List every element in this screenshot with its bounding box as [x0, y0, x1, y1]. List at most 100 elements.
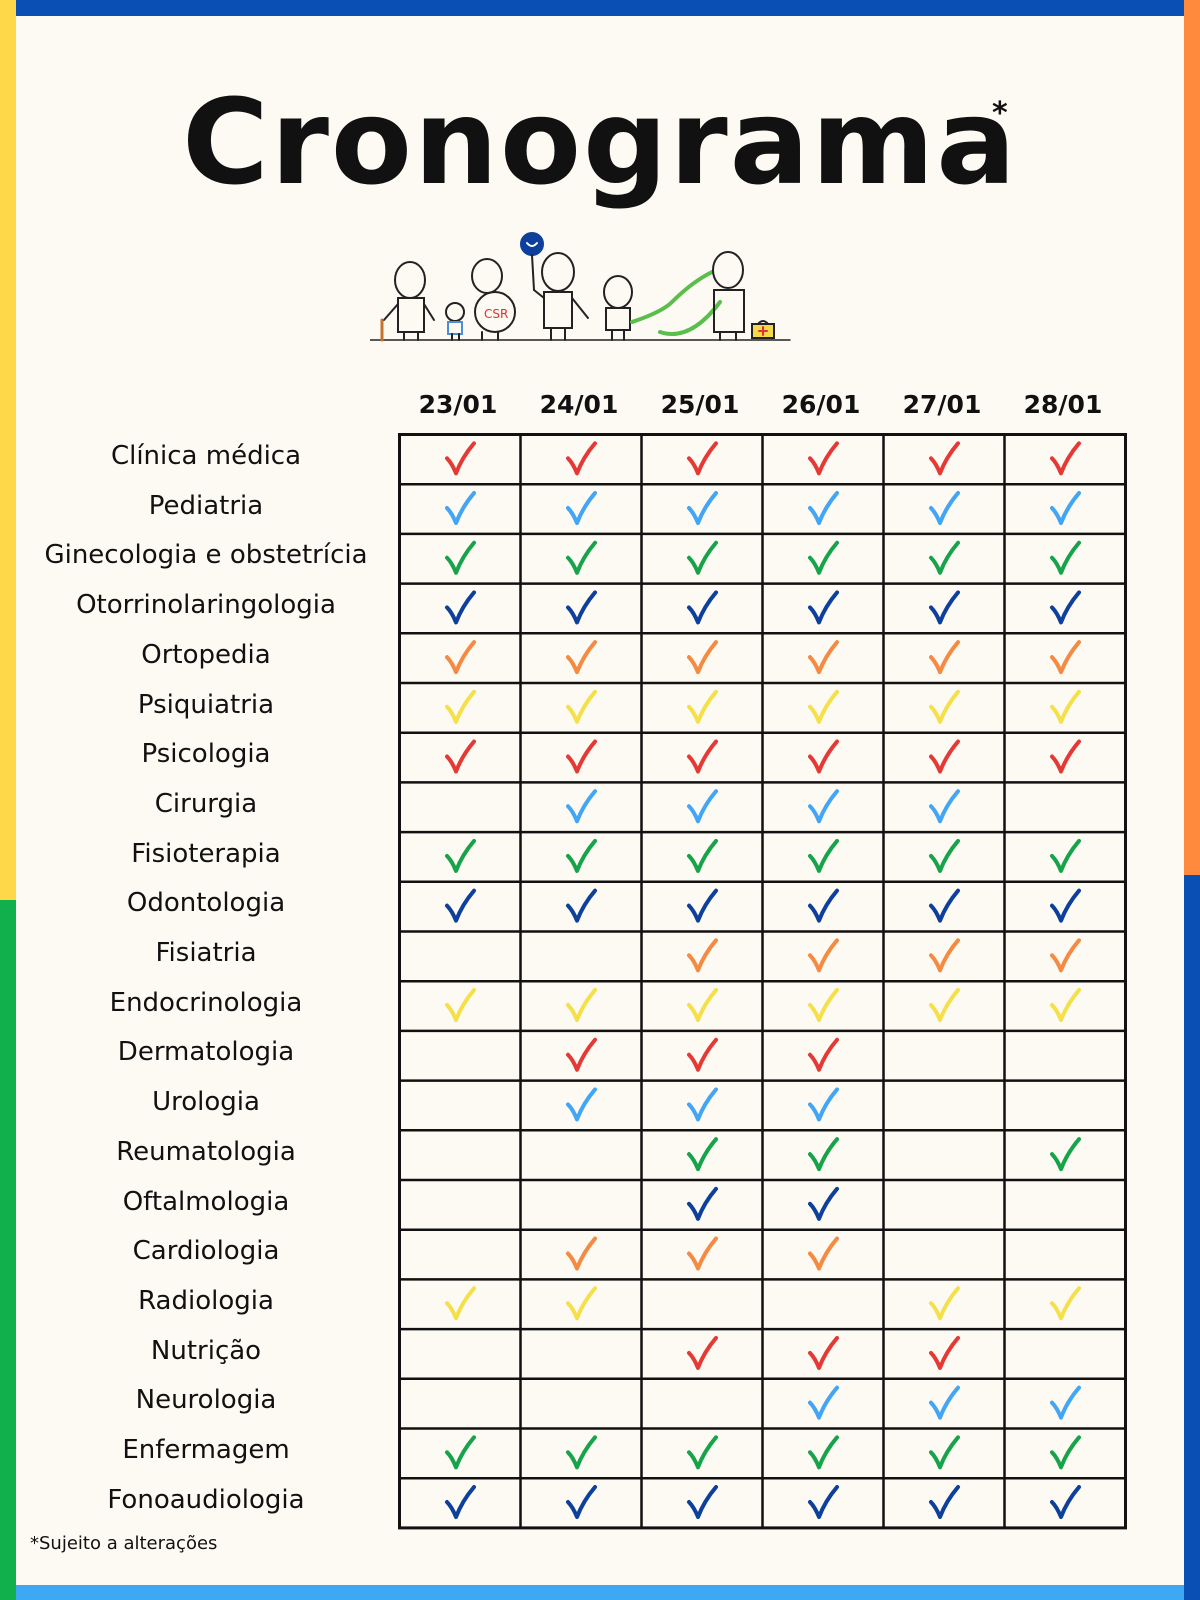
- checkmark-icon: [687, 1186, 718, 1221]
- checkmark-icon: [445, 540, 476, 575]
- specialty-label: Radiologia: [138, 1285, 274, 1316]
- checkmark-icon: [808, 1485, 839, 1520]
- checkmark-icon: [929, 491, 960, 526]
- checkmark-icon: [445, 838, 476, 873]
- checkmark-icon: [929, 1485, 960, 1520]
- date-header: 25/01: [660, 390, 740, 419]
- specialty-label: Pediatria: [148, 490, 264, 521]
- checkmark-icon: [808, 1087, 839, 1122]
- checkmark-icon: [1050, 739, 1081, 774]
- checkmark-icon: [566, 640, 597, 675]
- right-blue-bar: [1184, 875, 1200, 1600]
- checkmark-icon: [1050, 1485, 1081, 1520]
- checkmark-icon: [1050, 838, 1081, 873]
- checkmark-icon: [566, 1087, 597, 1122]
- checkmark-icon: [566, 739, 597, 774]
- checkmark-icon: [566, 888, 597, 923]
- checkmark-icon: [687, 739, 718, 774]
- checkmark-icon: [687, 689, 718, 724]
- left-green-bar: [0, 900, 16, 1600]
- checkmark-icon: [1050, 640, 1081, 675]
- specialty-label: Fisioterapia: [131, 838, 281, 869]
- checkmark-icon: [687, 1485, 718, 1520]
- checkmark-icon: [687, 1435, 718, 1470]
- checkmark-icon: [929, 540, 960, 575]
- checkmark-icon: [808, 1037, 839, 1072]
- specialty-label: Odontologia: [126, 888, 286, 919]
- checkmark-icon: [687, 1236, 718, 1271]
- checkmark-icon: [808, 1335, 839, 1370]
- specialty-label: Ortopedia: [141, 639, 271, 670]
- checkmark-icon: [566, 689, 597, 724]
- checkmark-icon: [808, 988, 839, 1023]
- checkmark-icon: [808, 739, 839, 774]
- checkmark-icon: [929, 988, 960, 1023]
- checkmark-icon: [687, 590, 718, 625]
- footnote: *Sujeito a alterações: [30, 1533, 218, 1554]
- checkmark-icon: [808, 640, 839, 675]
- checkmark-icon: [687, 640, 718, 675]
- checkmark-icon: [929, 838, 960, 873]
- specialty-label: Nutrição: [150, 1335, 262, 1366]
- checkmark-icon: [566, 590, 597, 625]
- specialty-label: Ginecologia e obstetrícia: [44, 540, 368, 571]
- specialty-label: Fonoaudiologia: [107, 1484, 305, 1515]
- date-header: 23/01: [418, 390, 498, 419]
- checkmark-icon: [566, 1286, 597, 1321]
- checkmark-icon: [1050, 540, 1081, 575]
- specialty-label: Oftalmologia: [122, 1186, 290, 1217]
- checkmark-icon: [687, 838, 718, 873]
- date-header: 26/01: [781, 390, 861, 419]
- checkmark-icon: [929, 590, 960, 625]
- checkmark-icon: [687, 491, 718, 526]
- checkmark-icon: [808, 540, 839, 575]
- checkmark-icon: [687, 789, 718, 824]
- specialty-label: Cirurgia: [154, 788, 258, 819]
- checkmark-icon: [929, 1335, 960, 1370]
- checkmark-icon: [445, 491, 476, 526]
- checkmark-icon: [566, 1485, 597, 1520]
- specialty-label: Psicologia: [141, 739, 271, 770]
- checkmark-icon: [929, 1286, 960, 1321]
- checkmark-icon: [445, 441, 476, 476]
- checkmark-icon: [687, 540, 718, 575]
- checkmark-icon: [687, 1087, 718, 1122]
- checkmark-icon: [808, 1137, 839, 1172]
- checkmark-icon: [445, 590, 476, 625]
- checkmark-icon: [1050, 1385, 1081, 1420]
- checkmark-icon: [808, 938, 839, 973]
- date-header: 28/01: [1023, 390, 1103, 419]
- checkmark-icon: [1050, 1286, 1081, 1321]
- specialty-label: Clínica médica: [110, 441, 302, 471]
- specialty-label: Cardiologia: [132, 1236, 280, 1267]
- checkmark-icon: [566, 1435, 597, 1470]
- checkmark-icon: [445, 1435, 476, 1470]
- top-color-bar: [0, 0, 1200, 16]
- bottom-color-bar: [0, 1585, 1200, 1600]
- checkmark-icon: [929, 689, 960, 724]
- checkmark-icon: [808, 1435, 839, 1470]
- doctors-family-cartoon-illustration: CSR: [370, 232, 791, 342]
- checkmark-icon: [687, 988, 718, 1023]
- checkmark-icon: [445, 739, 476, 774]
- checkmark-icon: [1050, 590, 1081, 625]
- checkmark-icon: [929, 789, 960, 824]
- checkmark-icon: [566, 491, 597, 526]
- specialty-label: Enfermagem: [122, 1435, 290, 1465]
- specialty-label: Endocrinologia: [109, 987, 303, 1018]
- checkmark-icon: [687, 1335, 718, 1370]
- checkmark-icon: [929, 938, 960, 973]
- checkmark-icon: [566, 789, 597, 824]
- schedule-grid: [398, 433, 1127, 1530]
- right-orange-bar: [1184, 0, 1200, 875]
- date-header: 24/01: [539, 390, 619, 419]
- checkmark-icon: [808, 1236, 839, 1271]
- checkmark-icon: [566, 441, 597, 476]
- checkmark-icon: [808, 838, 839, 873]
- specialty-label: Neurologia: [135, 1385, 277, 1416]
- checkmark-icon: [687, 441, 718, 476]
- checkmark-icon: [808, 1186, 839, 1221]
- page-title: Cronograma: [182, 73, 1018, 211]
- checkmark-icon: [445, 988, 476, 1023]
- checkmark-icon: [929, 1435, 960, 1470]
